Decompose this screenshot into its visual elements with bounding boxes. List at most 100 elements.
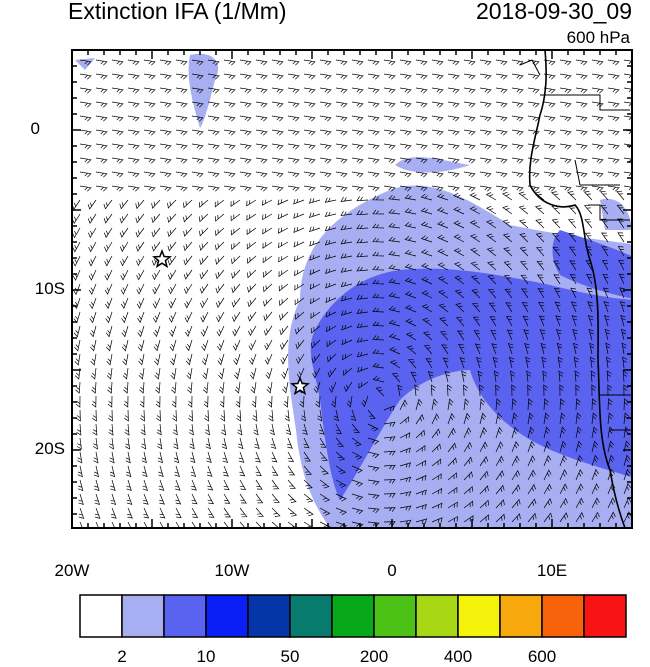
wind-barb — [388, 319, 401, 327]
wind-barb — [326, 325, 337, 333]
wind-barb — [105, 325, 113, 338]
wind-barb — [233, 353, 241, 366]
wind-barb — [90, 353, 97, 366]
wind-barb — [158, 479, 165, 491]
wind-barb — [389, 359, 401, 369]
wind-barb — [170, 353, 177, 366]
wind-barb — [559, 398, 565, 411]
wind-barb — [623, 482, 631, 495]
wind-barb — [447, 171, 460, 178]
wind-barb — [383, 421, 396, 427]
wind-barb — [589, 342, 595, 355]
wind-barb — [143, 59, 156, 66]
wind-barb — [458, 343, 465, 355]
wind-barb — [367, 87, 380, 94]
wind-barb — [231, 311, 241, 323]
wind-barb — [90, 367, 97, 380]
wind-barb — [575, 412, 582, 425]
wind-barb — [287, 437, 293, 449]
wind-barb — [431, 101, 444, 108]
wind-barb — [447, 398, 454, 411]
wind-barb — [463, 515, 474, 523]
wind-barb — [601, 246, 609, 257]
wind-barb — [543, 59, 556, 66]
wind-barb — [271, 143, 284, 150]
wind-barb — [330, 395, 337, 408]
wind-barb — [168, 283, 177, 295]
wind-barb — [463, 157, 476, 164]
wind-barb — [268, 409, 274, 422]
wind-barb — [575, 497, 584, 509]
wind-barb — [404, 263, 417, 271]
wind-barb — [239, 115, 252, 122]
wind-barb — [340, 225, 353, 231]
wind-barb — [230, 213, 241, 222]
wind-barb — [351, 171, 364, 178]
wind-barb — [505, 315, 513, 327]
wind-barb — [602, 273, 609, 285]
wind-barb — [157, 451, 163, 464]
wind-barb — [502, 233, 513, 243]
wind-barb — [277, 199, 289, 206]
wind-barb — [239, 493, 247, 504]
colorbar-box — [121, 594, 165, 638]
wind-barb — [324, 211, 337, 217]
wind-barb — [444, 370, 450, 383]
wind-barb — [619, 301, 626, 313]
wind-barb — [287, 101, 300, 108]
wind-barb — [309, 255, 321, 261]
wind-barb — [190, 451, 196, 464]
wind-barb — [110, 493, 117, 505]
wind-barb — [575, 469, 584, 481]
colorbar-box — [499, 594, 543, 638]
wind-barb — [511, 412, 518, 425]
wind-barb — [567, 191, 577, 201]
wind-barb — [605, 342, 611, 355]
wind-barb — [223, 129, 236, 136]
wind-barb — [121, 325, 129, 338]
wind-barb — [511, 157, 524, 164]
wind-barb — [575, 398, 581, 411]
wind-barb — [521, 288, 529, 299]
wind-barb — [591, 171, 604, 178]
wind-barb — [570, 287, 577, 299]
wind-barb — [103, 213, 113, 224]
wind-barb — [191, 59, 204, 66]
wind-barb — [431, 458, 442, 467]
wind-barb — [122, 353, 129, 366]
wind-barb — [356, 252, 369, 258]
wind-barb — [535, 233, 545, 243]
wind-barb — [95, 73, 108, 80]
wind-barb — [372, 307, 385, 313]
wind-barb — [479, 157, 492, 164]
wind-barb — [287, 507, 298, 517]
wind-barb — [527, 171, 540, 178]
wind-barb — [106, 367, 113, 380]
wind-barb — [372, 265, 385, 271]
wind-barb — [137, 325, 145, 338]
wind-barb — [214, 227, 225, 237]
colorbar-label: 10 — [196, 647, 216, 666]
wind-barb — [234, 367, 241, 380]
wind-barb — [254, 437, 260, 450]
wind-barb — [583, 204, 593, 215]
wind-barb — [167, 255, 177, 266]
wind-barb — [591, 440, 599, 453]
wind-barb — [239, 59, 252, 66]
wind-barb — [495, 455, 504, 467]
wind-barb — [74, 367, 81, 380]
wind-barb — [551, 191, 561, 201]
wind-barb — [367, 73, 380, 80]
wind-barb — [126, 493, 133, 505]
wind-barb — [351, 87, 364, 94]
wind-barb — [507, 343, 514, 355]
wind-barb — [420, 235, 433, 243]
wind-barb — [207, 129, 220, 136]
wind-barb — [587, 315, 594, 327]
wind-barb — [303, 479, 313, 489]
wind-barb — [136, 269, 145, 281]
wind-barb — [431, 73, 444, 80]
wind-barb — [207, 101, 220, 108]
wind-barb — [606, 356, 612, 369]
